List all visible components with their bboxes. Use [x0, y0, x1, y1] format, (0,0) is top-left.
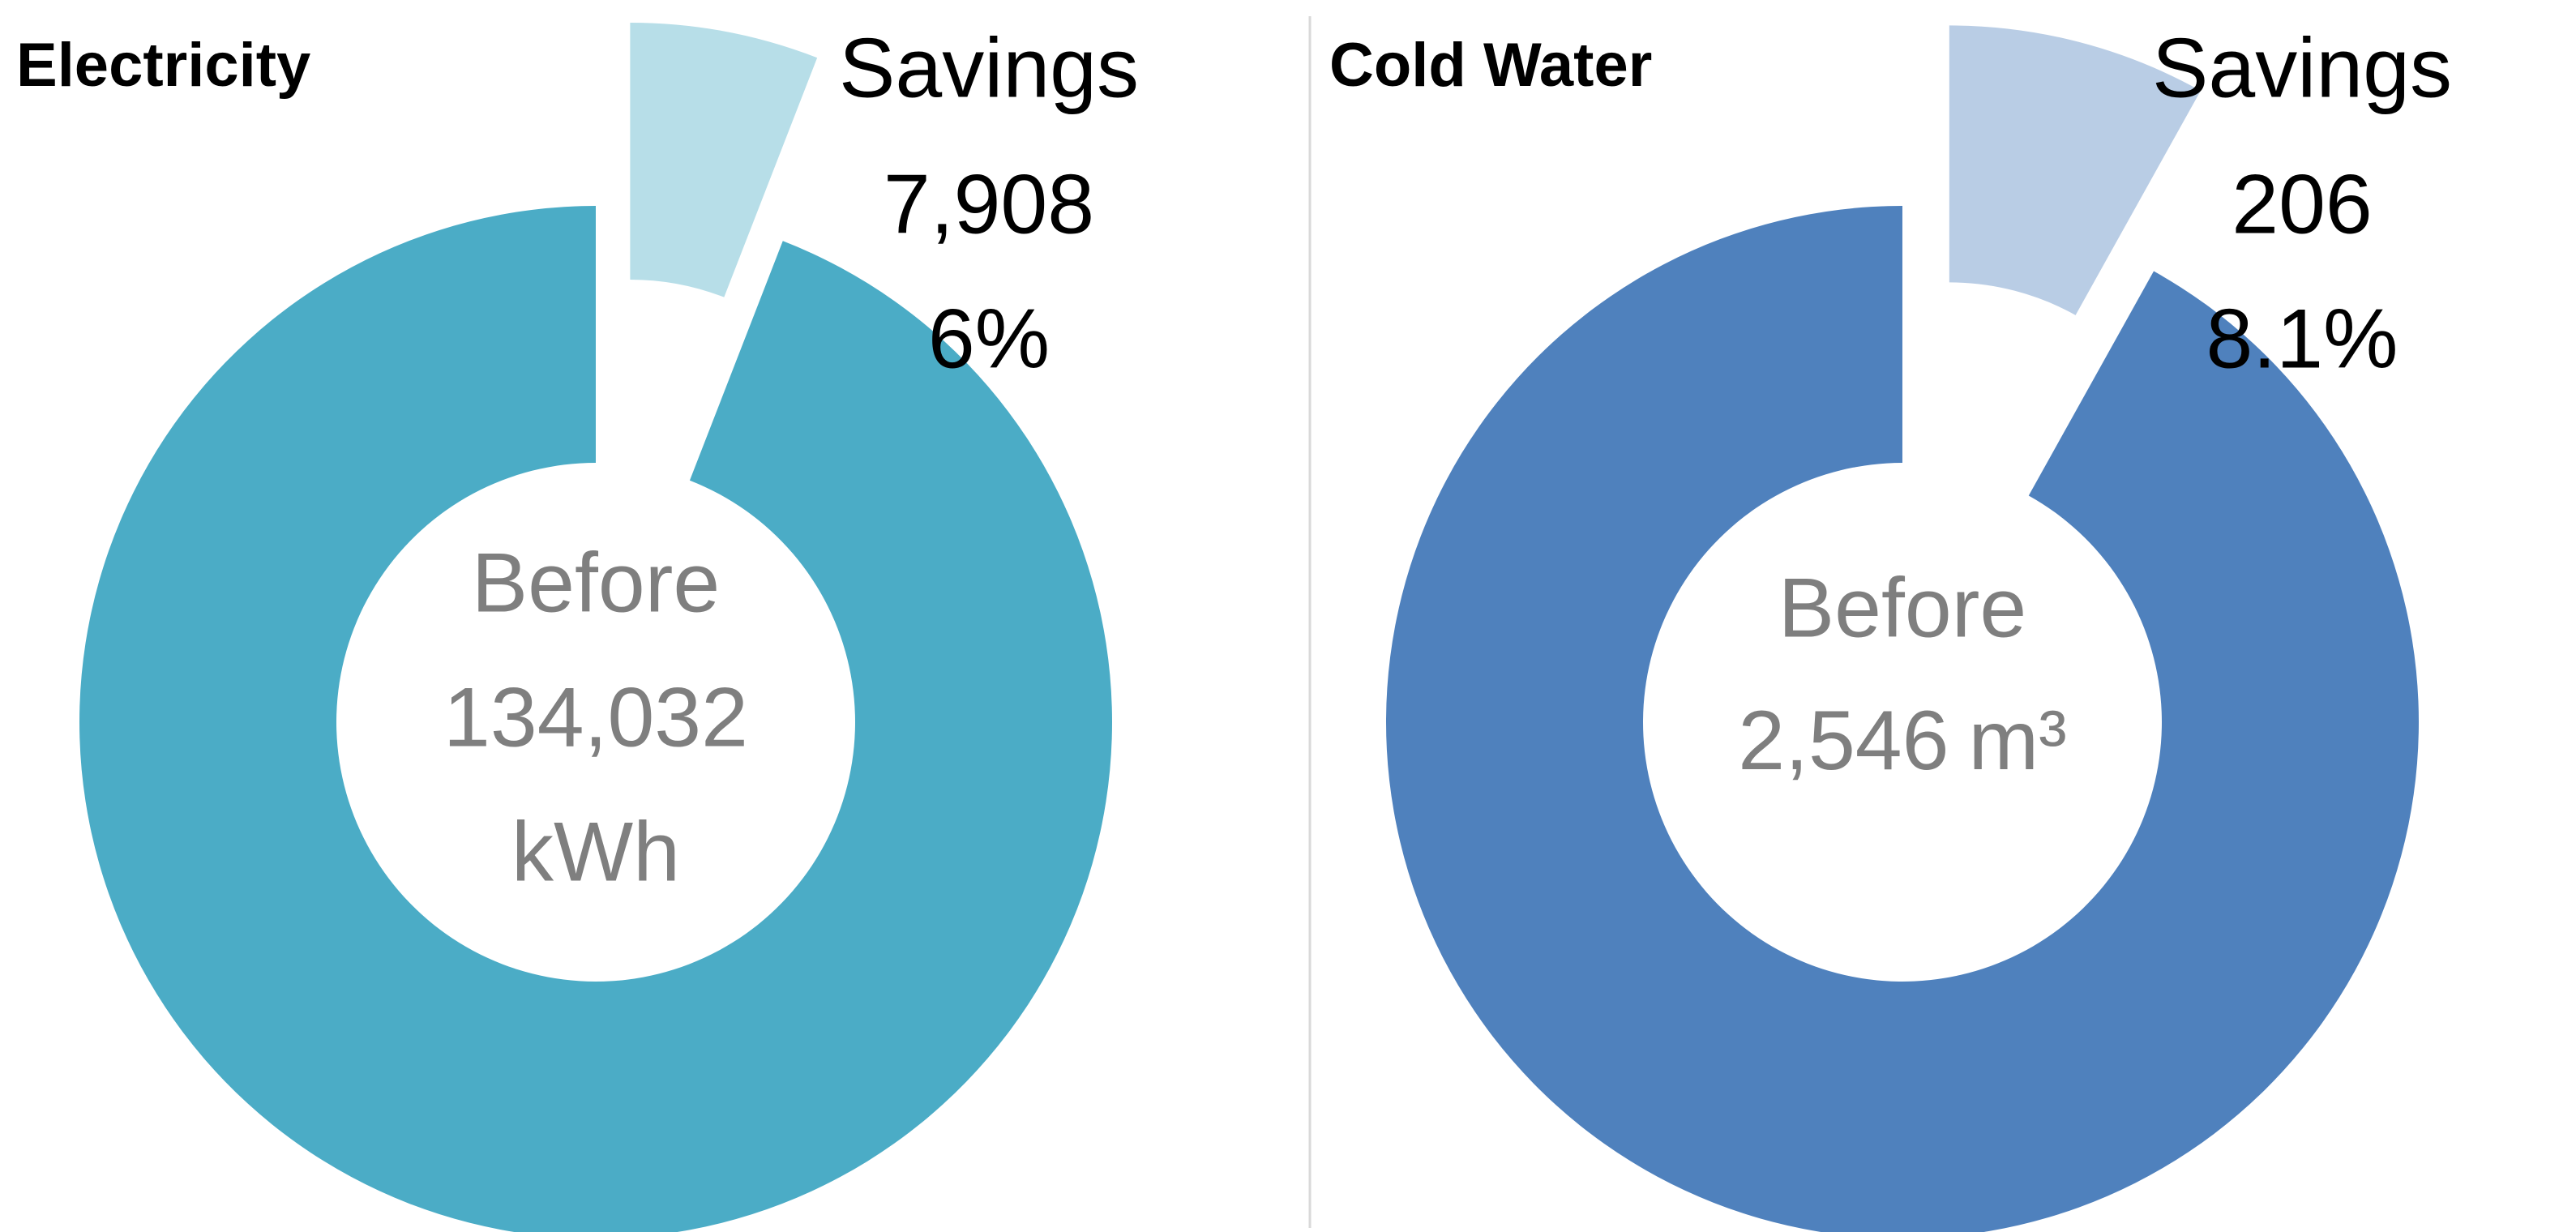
donut-slice: [1949, 25, 2201, 315]
unit-label: kWh: [511, 805, 680, 899]
value-label: 206: [2232, 157, 2373, 251]
value-label: 2,546: [1738, 694, 1949, 788]
donut-slice: [630, 22, 818, 297]
slice-label: Savings: [2152, 21, 2452, 115]
value-label: 134,032: [443, 670, 748, 764]
value-label: 2,546 m³: [1738, 694, 2067, 788]
percent-label: 8.1%: [2206, 292, 2398, 386]
donut-slice: [1386, 206, 2419, 1232]
unit-label: m³: [1969, 694, 2067, 788]
chart-title: Cold Water: [1329, 31, 1652, 100]
chart-title: Electricity: [16, 31, 310, 100]
donut-slice: [79, 206, 1112, 1232]
slice-label: Before: [472, 536, 720, 630]
slice-label: Before: [1778, 561, 2026, 655]
percent-label: 6%: [928, 292, 1050, 386]
value-label: 7,908: [884, 157, 1094, 251]
slice-label: Savings: [839, 21, 1139, 115]
